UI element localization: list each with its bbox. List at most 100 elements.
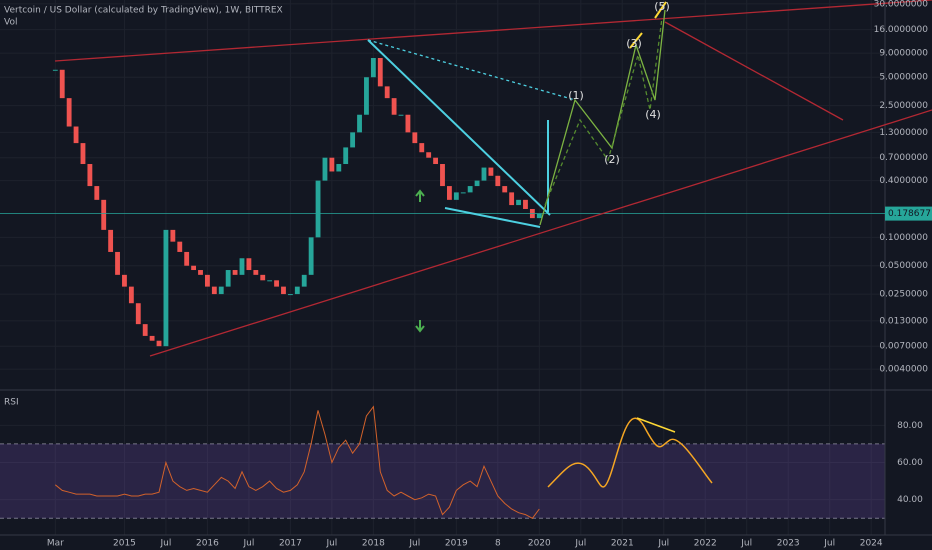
candle bbox=[198, 270, 203, 275]
wave-highlight bbox=[654, 1, 667, 19]
trend-line bbox=[54, 0, 932, 62]
last-price-box bbox=[885, 206, 932, 221]
rsi-title: RSI bbox=[4, 398, 19, 408]
wedge-line bbox=[444, 207, 541, 228]
candle bbox=[94, 186, 100, 200]
down-arrow bbox=[415, 320, 425, 333]
candle bbox=[142, 324, 148, 336]
rsi-band bbox=[0, 443, 885, 519]
candle bbox=[336, 164, 342, 172]
y-tick-label: 5.0000000 bbox=[879, 73, 928, 83]
candle bbox=[274, 280, 279, 287]
y-tick-label: 9.0000000 bbox=[879, 49, 928, 59]
x-tick-label: 2020 bbox=[528, 539, 551, 549]
candle bbox=[52, 69, 58, 71]
x-tick-label: 2015 bbox=[113, 539, 136, 549]
y-tick-label: 30.0000000 bbox=[874, 0, 929, 9]
candle bbox=[329, 157, 335, 172]
candle bbox=[357, 114, 362, 133]
x-tick-label: 2023 bbox=[777, 539, 800, 549]
candle bbox=[66, 98, 72, 127]
trend-line bbox=[149, 109, 932, 357]
candle bbox=[391, 98, 397, 115]
x-tick-label: 2024 bbox=[860, 539, 883, 549]
x-tick-label: Jul bbox=[325, 539, 337, 549]
candle bbox=[232, 270, 238, 275]
candle bbox=[308, 237, 314, 275]
candle bbox=[488, 167, 494, 176]
candle bbox=[87, 164, 93, 187]
x-tick-label: Mar bbox=[47, 539, 64, 549]
x-tick-label: 8 bbox=[495, 539, 501, 549]
x-tick-label: Jul bbox=[160, 539, 172, 549]
trend-line bbox=[664, 21, 844, 121]
candle bbox=[184, 251, 190, 266]
wave-label: (5) bbox=[654, 0, 670, 13]
candle bbox=[205, 274, 210, 287]
rsi-divergence bbox=[636, 417, 676, 433]
candle bbox=[384, 86, 390, 99]
x-tick-label: 2019 bbox=[445, 539, 468, 549]
candle bbox=[163, 229, 169, 347]
candle bbox=[343, 147, 349, 165]
candle bbox=[433, 157, 439, 165]
wave-label: (3) bbox=[626, 37, 642, 50]
candle bbox=[412, 132, 418, 144]
candle bbox=[315, 180, 321, 238]
y-tick-label: 0.4000000 bbox=[879, 176, 928, 186]
candle bbox=[364, 77, 369, 115]
candle bbox=[260, 274, 266, 281]
candle bbox=[122, 274, 127, 287]
candle bbox=[177, 241, 183, 252]
x-tick-label: Jul bbox=[408, 539, 420, 549]
candle bbox=[509, 192, 515, 206]
x-tick-label: 2022 bbox=[694, 539, 717, 549]
y-tick-label: 0.0250000 bbox=[879, 290, 928, 300]
y-tick-label: 1.3000000 bbox=[879, 128, 928, 138]
x-tick-label: Jul bbox=[657, 539, 669, 549]
candle bbox=[398, 114, 404, 116]
candle bbox=[267, 280, 273, 282]
wedge-line bbox=[367, 39, 551, 216]
candle bbox=[170, 229, 176, 242]
x-tick-label: 2017 bbox=[279, 539, 302, 549]
y-tick-label: 16.0000000 bbox=[874, 25, 929, 35]
candle bbox=[253, 270, 259, 275]
wave-label: (4) bbox=[645, 108, 661, 121]
wave-label: (2) bbox=[604, 153, 620, 166]
candle bbox=[523, 199, 528, 209]
candle bbox=[211, 286, 217, 295]
candle bbox=[440, 164, 445, 187]
candle bbox=[322, 157, 328, 181]
candle bbox=[350, 132, 356, 148]
x-tick-label: 2018 bbox=[362, 539, 385, 549]
candle bbox=[73, 126, 79, 144]
candle bbox=[474, 180, 480, 187]
wave-label: (1) bbox=[568, 89, 584, 102]
grid bbox=[0, 0, 885, 535]
x-tick-label: Jul bbox=[574, 539, 586, 549]
candle bbox=[80, 143, 86, 165]
wave-labels: (1) (2) (3) (4) (5) bbox=[568, 0, 670, 166]
candle bbox=[135, 303, 141, 325]
candle bbox=[426, 152, 432, 158]
candle bbox=[516, 199, 521, 206]
candle bbox=[294, 286, 300, 295]
candle bbox=[239, 258, 245, 275]
candle bbox=[225, 270, 231, 287]
y-tick-label: 0.0070000 bbox=[879, 342, 928, 352]
candle bbox=[536, 213, 542, 219]
rsi-projection bbox=[547, 417, 713, 488]
candle bbox=[481, 167, 487, 181]
y-tick-label: 80.00 bbox=[897, 421, 923, 431]
candle bbox=[218, 286, 224, 295]
candle bbox=[246, 258, 252, 271]
candle bbox=[101, 199, 107, 230]
candle bbox=[301, 274, 307, 287]
candle bbox=[405, 114, 411, 133]
candle bbox=[502, 186, 508, 193]
candle bbox=[446, 186, 452, 200]
candle bbox=[453, 192, 459, 200]
drawings bbox=[54, 0, 932, 488]
